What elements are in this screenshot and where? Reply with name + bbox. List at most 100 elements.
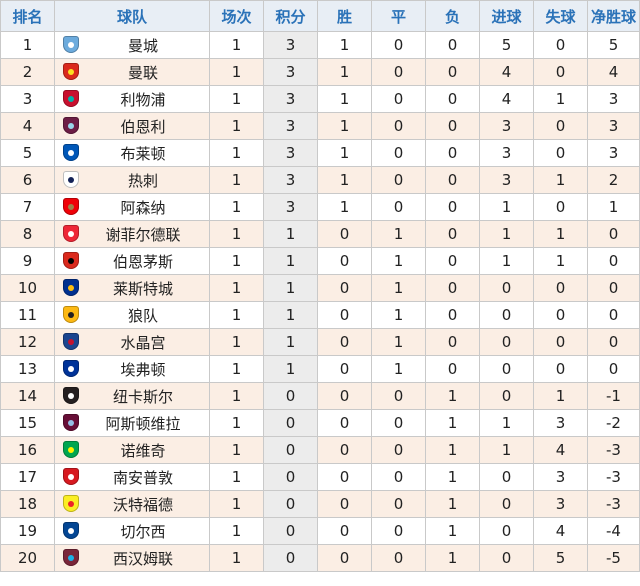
- table-row: 10 莱斯特城 1 1 0 1 0 0 0 0: [0, 274, 640, 302]
- header-lost: 负: [425, 0, 480, 32]
- goals-for-cell: 1: [479, 220, 534, 248]
- lost-cell: 1: [425, 382, 480, 410]
- points-cell: 0: [263, 490, 318, 518]
- lost-cell: 1: [425, 544, 480, 572]
- goals-against-cell: 0: [533, 274, 588, 302]
- team-cell: 谢菲尔德联: [54, 220, 210, 248]
- drawn-cell: 1: [371, 301, 426, 329]
- drawn-cell: 0: [371, 436, 426, 464]
- goal-difference-cell: -2: [587, 409, 640, 437]
- table-row: 2 曼联 1 3 1 0 0 4 0 4: [0, 58, 640, 86]
- goals-for-cell: 0: [479, 355, 534, 383]
- team-name: 利物浦: [120, 90, 166, 109]
- goal-difference-cell: 0: [587, 301, 640, 329]
- team-cell: 曼城: [54, 31, 210, 59]
- goal-difference-cell: 5: [587, 31, 640, 59]
- goal-difference-cell: 3: [587, 112, 640, 140]
- won-cell: 0: [317, 463, 372, 491]
- drawn-cell: 1: [371, 355, 426, 383]
- goal-difference-cell: 2: [587, 166, 640, 194]
- won-cell: 1: [317, 166, 372, 194]
- won-cell: 1: [317, 139, 372, 167]
- played-cell: 1: [209, 490, 264, 518]
- points-cell: 3: [263, 85, 318, 113]
- points-cell: 3: [263, 166, 318, 194]
- lost-cell: 0: [425, 58, 480, 86]
- won-cell: 0: [317, 382, 372, 410]
- team-name: 曼城: [127, 36, 158, 55]
- team-name: 曼联: [127, 63, 158, 82]
- rank-cell: 11: [0, 301, 55, 329]
- lost-cell: 1: [425, 409, 480, 437]
- goals-against-cell: 3: [533, 490, 588, 518]
- won-cell: 0: [317, 247, 372, 275]
- rank-cell: 18: [0, 490, 55, 518]
- drawn-cell: 0: [371, 85, 426, 113]
- rank-cell: 7: [0, 193, 55, 221]
- table-row: 19 切尔西 1 0 0 0 1 0 4 -4: [0, 517, 640, 545]
- goals-against-cell: 1: [533, 166, 588, 194]
- rank-cell: 16: [0, 436, 55, 464]
- drawn-cell: 0: [371, 139, 426, 167]
- header-goals-for: 进球: [479, 0, 534, 32]
- points-cell: 1: [263, 247, 318, 275]
- goals-for-cell: 1: [479, 247, 534, 275]
- sheffield-united-crest-icon: [63, 225, 79, 242]
- goals-for-cell: 0: [479, 274, 534, 302]
- points-cell: 0: [263, 544, 318, 572]
- points-cell: 0: [263, 409, 318, 437]
- points-cell: 0: [263, 436, 318, 464]
- played-cell: 1: [209, 544, 264, 572]
- won-cell: 0: [317, 274, 372, 302]
- team-cell: 布莱顿: [54, 139, 210, 167]
- lost-cell: 0: [425, 166, 480, 194]
- rank-cell: 19: [0, 517, 55, 545]
- team-name: 阿森纳: [120, 198, 166, 217]
- goals-against-cell: 1: [533, 220, 588, 248]
- played-cell: 1: [209, 247, 264, 275]
- lost-cell: 0: [425, 247, 480, 275]
- team-cell: 南安普敦: [54, 463, 210, 491]
- won-cell: 0: [317, 544, 372, 572]
- table-row: 8 谢菲尔德联 1 1 0 1 0 1 1 0: [0, 220, 640, 248]
- won-cell: 0: [317, 517, 372, 545]
- goals-against-cell: 0: [533, 139, 588, 167]
- rank-cell: 2: [0, 58, 55, 86]
- lost-cell: 1: [425, 463, 480, 491]
- goal-difference-cell: 3: [587, 139, 640, 167]
- lost-cell: 0: [425, 274, 480, 302]
- team-cell: 狼队: [54, 301, 210, 329]
- goals-for-cell: 3: [479, 166, 534, 194]
- goals-against-cell: 5: [533, 544, 588, 572]
- team-name: 热刺: [127, 171, 158, 190]
- team-name: 沃特福德: [112, 495, 173, 514]
- drawn-cell: 0: [371, 490, 426, 518]
- played-cell: 1: [209, 301, 264, 329]
- goal-difference-cell: 0: [587, 328, 640, 356]
- tottenham-crest-icon: [63, 171, 79, 188]
- goal-difference-cell: 0: [587, 220, 640, 248]
- goal-difference-cell: 0: [587, 274, 640, 302]
- goals-for-cell: 3: [479, 139, 534, 167]
- table-row: 12 水晶宫 1 1 0 1 0 0 0 0: [0, 328, 640, 356]
- team-cell: 莱斯特城: [54, 274, 210, 302]
- team-name: 西汉姆联: [112, 549, 173, 568]
- standings-table: 排名 球队 场次 积分 胜 平 负 进球 失球 净胜球 1 曼城 1 3 1 0 0 5 0 5 2…: [0, 0, 640, 572]
- goals-for-cell: 4: [479, 58, 534, 86]
- team-name: 伯恩茅斯: [112, 252, 173, 271]
- goals-for-cell: 0: [479, 301, 534, 329]
- goals-for-cell: 5: [479, 31, 534, 59]
- won-cell: 0: [317, 301, 372, 329]
- header-goals-against: 失球: [533, 0, 588, 32]
- goal-difference-cell: -3: [587, 490, 640, 518]
- points-cell: 3: [263, 58, 318, 86]
- team-name: 谢菲尔德联: [105, 225, 181, 244]
- team-cell: 埃弗顿: [54, 355, 210, 383]
- brighton-crest-icon: [63, 144, 79, 161]
- team-name: 埃弗顿: [120, 360, 166, 379]
- goals-against-cell: 1: [533, 85, 588, 113]
- goals-against-cell: 0: [533, 112, 588, 140]
- norwich-crest-icon: [63, 441, 79, 458]
- table-row: 11 狼队 1 1 0 1 0 0 0 0: [0, 301, 640, 329]
- drawn-cell: 0: [371, 166, 426, 194]
